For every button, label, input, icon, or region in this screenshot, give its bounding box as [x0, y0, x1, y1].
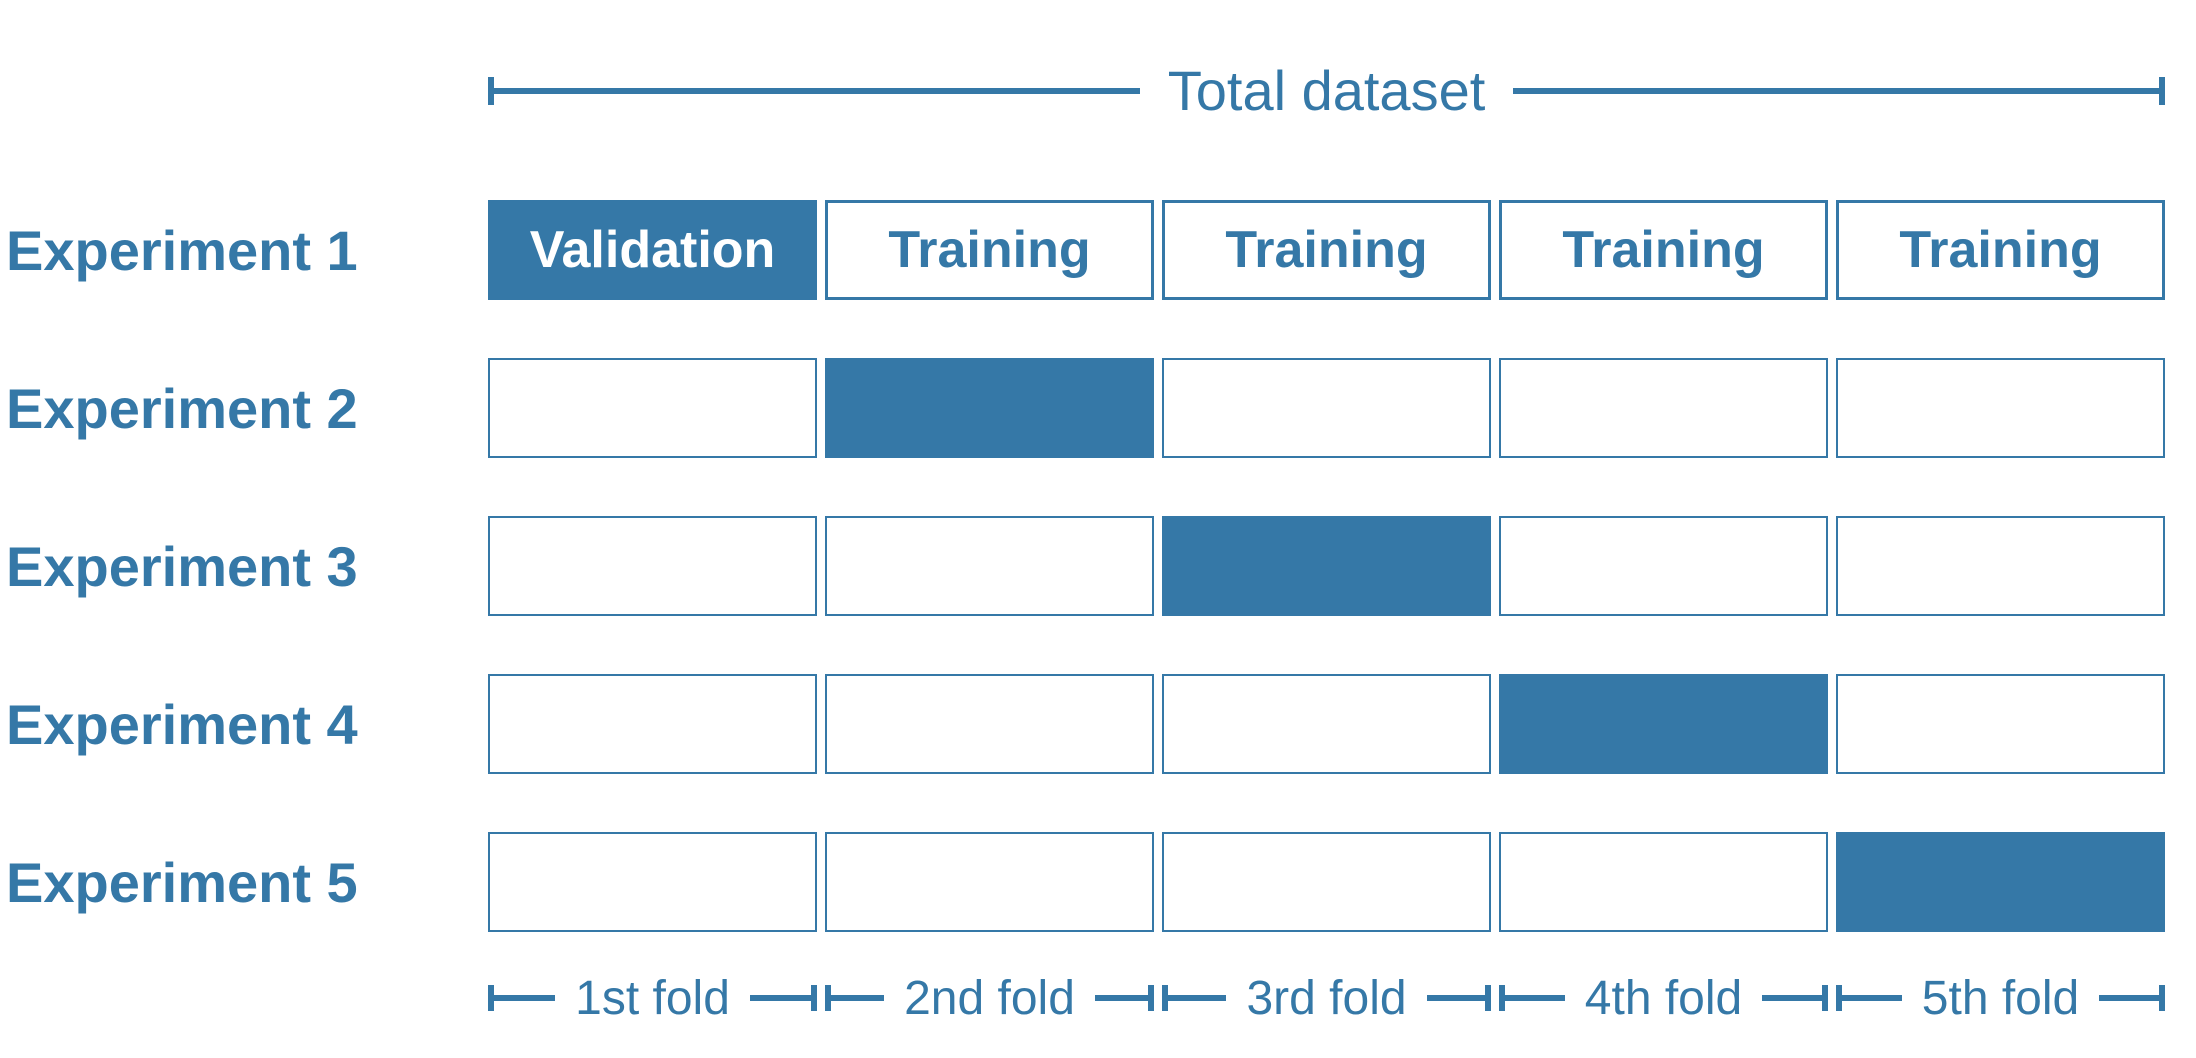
fold-cell-4-2 [825, 674, 1154, 774]
fold-1-label: 1st fold [575, 971, 730, 1025]
fold-right-line [749, 995, 812, 1001]
fold-cell-2-2 [825, 358, 1154, 458]
fold-left-line [1168, 995, 1227, 1001]
fold-right-line [1426, 995, 1486, 1001]
fold-3-label: 3rd fold [1246, 971, 1407, 1025]
experiment-1-label: Experiment 1 [6, 218, 358, 282]
experiment-4-label: Experiment 4 [6, 692, 358, 756]
fold-cell-3-2 [825, 516, 1154, 616]
fold-cell-label: Training [1562, 221, 1765, 279]
fold-axis: 1st fold 2nd fold 3rd fold 4th fold [488, 970, 2166, 1026]
fold-left-line [1505, 995, 1565, 1001]
fold-left-tick [1162, 985, 1168, 1011]
fold-cell-3-5 [1836, 516, 2165, 616]
experiment-row-2: Experiment 2 [0, 358, 2196, 458]
fold-2-label: 2nd fold [904, 971, 1075, 1025]
fold-cell-5-5 [1836, 832, 2165, 932]
fold-cell-1-3: Training [1162, 200, 1491, 300]
fold-left-line [1842, 995, 1902, 1001]
fold-cell-5-1 [488, 832, 817, 932]
experiment-row-3: Experiment 3 [0, 516, 2196, 616]
fold-cell-5-4 [1499, 832, 1828, 932]
fold-left-tick [1499, 985, 1505, 1011]
fold-cell-2-1 [488, 358, 817, 458]
fold-right-line [1762, 995, 1823, 1001]
fold-section-3: 3rd fold [1162, 970, 1492, 1026]
fold-right-tick [2159, 985, 2166, 1011]
fold-cell-1-2: Training [825, 200, 1154, 300]
fold-cell-2-3 [1162, 358, 1491, 458]
fold-cell-2-4 [1499, 358, 1828, 458]
fold-5-label: 5th fold [1921, 971, 2080, 1025]
fold-left-tick [825, 985, 831, 1011]
experiment-3-cells [488, 516, 2165, 616]
total-dataset-label: Total dataset [1167, 59, 1486, 122]
fold-section-2: 2nd fold [825, 970, 1154, 1026]
fold-cell-3-1 [488, 516, 817, 616]
fold-cell-4-1 [488, 674, 817, 774]
fold-right-tick [1822, 985, 1829, 1011]
fold-right-tick [1148, 985, 1154, 1011]
experiment-4-cells [488, 674, 2165, 774]
experiment-5-cells [488, 832, 2165, 932]
fold-cell-4-3 [1162, 674, 1491, 774]
fold-left-line [494, 995, 556, 1001]
bracket-left-line [494, 88, 1140, 94]
fold-right-line [2099, 995, 2160, 1001]
bracket-right-line [1513, 88, 2160, 94]
fold-cell-1-1: Validation [488, 200, 817, 300]
experiment-2-label: Experiment 2 [6, 376, 358, 440]
fold-cell-label: Training [1225, 221, 1428, 279]
experiment-row-5: Experiment 5 [0, 832, 2196, 932]
fold-cell-5-3 [1162, 832, 1491, 932]
experiment-1-cells: Validation Training Training Training Tr… [488, 200, 2165, 300]
experiment-5-label: Experiment 5 [6, 850, 358, 914]
fold-right-tick [1485, 985, 1492, 1011]
fold-cell-4-5 [1836, 674, 2165, 774]
total-dataset-bracket: Total dataset [488, 59, 2166, 122]
fold-right-tick [811, 985, 818, 1011]
bracket-right-tick [2159, 77, 2166, 105]
fold-section-5: 5th fold [1836, 970, 2166, 1026]
fold-cell-5-2 [825, 832, 1154, 932]
fold-cell-2-5 [1836, 358, 2165, 458]
fold-left-line [831, 995, 885, 1001]
fold-cell-label: Training [1899, 221, 2102, 279]
fold-4-label: 4th fold [1584, 971, 1743, 1025]
fold-cell-1-5: Training [1836, 200, 2165, 300]
experiment-3-label: Experiment 3 [6, 534, 358, 598]
fold-cell-3-3 [1162, 516, 1491, 616]
fold-section-4: 4th fold [1499, 970, 1829, 1026]
fold-left-tick [1836, 985, 1842, 1011]
fold-cell-1-4: Training [1499, 200, 1828, 300]
fold-left-tick [488, 985, 494, 1011]
experiment-2-cells [488, 358, 2165, 458]
fold-cell-4-4 [1499, 674, 1828, 774]
fold-cell-3-4 [1499, 516, 1828, 616]
bracket-left-tick [488, 77, 494, 105]
fold-cell-label: Validation [529, 221, 776, 279]
fold-cell-label: Training [888, 221, 1091, 279]
fold-section-1: 1st fold [488, 970, 818, 1026]
fold-right-line [1094, 995, 1148, 1001]
experiment-row-1: Experiment 1 Validation Training Trainin… [0, 200, 2196, 300]
experiment-row-4: Experiment 4 [0, 674, 2196, 774]
